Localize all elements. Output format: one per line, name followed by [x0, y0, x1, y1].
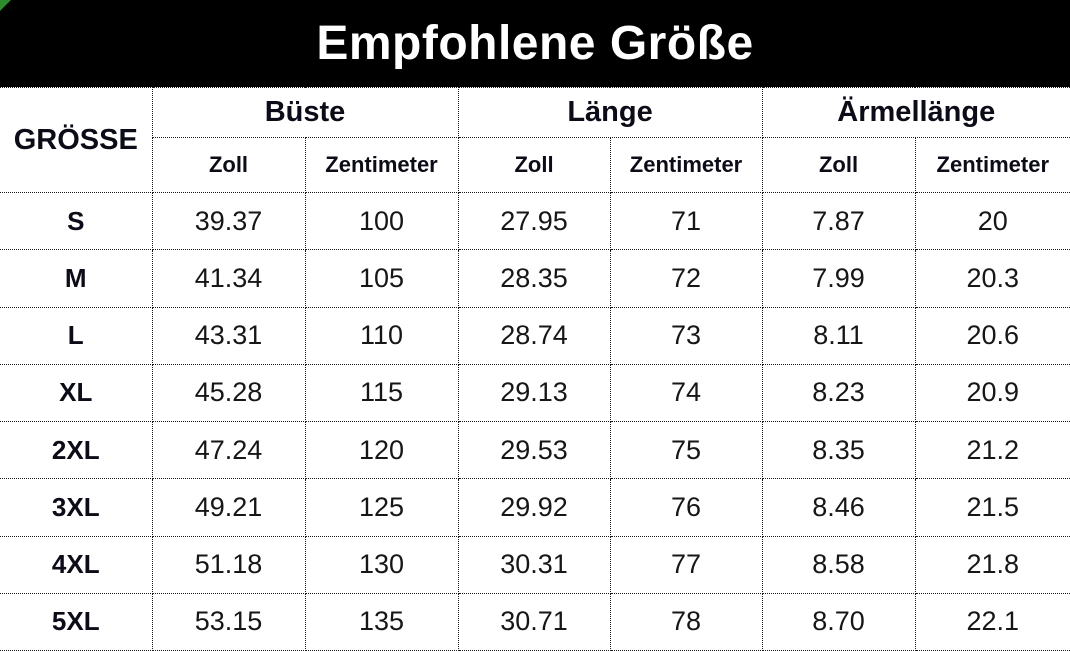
measurement-value: 7.87 — [761, 191, 916, 251]
table-row: 3XL 49.21 125 29.92 76 8.46 21.5 — [0, 478, 1070, 537]
measurement-value: 45.28 — [151, 363, 306, 423]
measurement-value: 49.21 — [151, 478, 306, 537]
measurement-value: 53.15 — [151, 592, 306, 651]
column-header-laenge-zentimeter: Zentimeter — [609, 137, 763, 193]
measurement-value: 39.37 — [151, 191, 306, 251]
sub-header-row: Zoll Zentimeter Zoll Zentimeter Zoll Zen… — [0, 137, 1070, 193]
measurement-value: 30.71 — [457, 592, 611, 651]
column-header-size: GRÖSSE — [0, 87, 153, 193]
size-label: S — [0, 191, 153, 251]
size-table: GRÖSSE Büste Länge Ärmellänge Zoll Zenti… — [0, 87, 1070, 651]
measurement-value: 135 — [304, 592, 459, 651]
measurement-value: 125 — [304, 478, 459, 537]
measurement-value: 8.11 — [761, 306, 916, 365]
measurement-value: 47.24 — [151, 420, 306, 480]
measurement-value: 30.31 — [457, 535, 611, 594]
measurement-value: 8.70 — [761, 592, 916, 651]
measurement-value: 29.13 — [457, 363, 611, 423]
measurement-value: 8.46 — [761, 478, 916, 537]
size-label: 4XL — [0, 535, 153, 594]
measurement-value: 75 — [609, 420, 763, 480]
size-label: 2XL — [0, 420, 153, 480]
measurement-value: 43.31 — [151, 306, 306, 365]
column-group-bueste: Büste — [151, 87, 459, 138]
group-header-row: GRÖSSE Büste Länge Ärmellänge — [0, 87, 1070, 193]
measurement-value: 21.8 — [914, 535, 1070, 594]
size-label: 3XL — [0, 478, 153, 537]
measurement-value: 73 — [609, 306, 763, 365]
column-header-aermellaenge-zoll: Zoll — [761, 137, 916, 193]
size-label: L — [0, 306, 153, 365]
corner-accent-triangle — [0, 0, 11, 11]
measurement-value: 76 — [609, 478, 763, 537]
size-label: 5XL — [0, 592, 153, 651]
measurement-value: 8.58 — [761, 535, 916, 594]
table-row: 2XL 47.24 120 29.53 75 8.35 21.2 — [0, 420, 1070, 480]
measurement-value: 22.1 — [914, 592, 1070, 651]
measurement-value: 29.92 — [457, 478, 611, 537]
measurement-value: 28.74 — [457, 306, 611, 365]
measurement-value: 20.9 — [914, 363, 1070, 423]
measurement-value: 27.95 — [457, 191, 611, 251]
measurement-value: 78 — [609, 592, 763, 651]
measurement-value: 105 — [304, 249, 459, 308]
table-row: XL 45.28 115 29.13 74 8.23 20.9 — [0, 363, 1070, 423]
measurement-value: 115 — [304, 363, 459, 423]
column-header-bueste-zentimeter: Zentimeter — [304, 137, 459, 193]
measurement-value: 7.99 — [761, 249, 916, 308]
measurement-value: 20 — [914, 191, 1070, 251]
measurement-value: 8.23 — [761, 363, 916, 423]
measurement-value: 41.34 — [151, 249, 306, 308]
measurement-value: 120 — [304, 420, 459, 480]
measurement-value: 74 — [609, 363, 763, 423]
measurement-value: 21.5 — [914, 478, 1070, 537]
table-row: 4XL 51.18 130 30.31 77 8.58 21.8 — [0, 535, 1070, 594]
column-group-laenge: Länge — [457, 87, 763, 138]
size-label: XL — [0, 363, 153, 423]
measurement-value: 21.2 — [914, 420, 1070, 480]
column-header-bueste-zoll: Zoll — [152, 137, 306, 193]
measurement-value: 110 — [304, 306, 459, 365]
measurement-value: 77 — [609, 535, 763, 594]
measurement-value: 100 — [304, 191, 459, 251]
page-title: Empfohlene Größe — [316, 17, 754, 70]
table-row: M 41.34 105 28.35 72 7.99 20.3 — [0, 249, 1070, 308]
title-banner: Empfohlene Größe — [0, 0, 1070, 87]
measurement-value: 51.18 — [151, 535, 306, 594]
measurement-value: 20.3 — [914, 249, 1070, 308]
table-row: S 39.37 100 27.95 71 7.87 20 — [0, 191, 1070, 251]
measurement-value: 72 — [609, 249, 763, 308]
measurement-value: 71 — [609, 191, 763, 251]
table-row: 5XL 53.15 135 30.71 78 8.70 22.1 — [0, 592, 1070, 651]
measurement-value: 20.6 — [914, 306, 1070, 365]
table-row: L 43.31 110 28.74 73 8.11 20.6 — [0, 306, 1070, 365]
size-label: M — [0, 249, 153, 308]
column-group-aermellaenge: Ärmellänge — [761, 87, 1070, 138]
column-header-laenge-zoll: Zoll — [457, 137, 611, 193]
column-header-aermellaenge-zentimeter: Zentimeter — [914, 137, 1070, 193]
measurement-value: 29.53 — [457, 420, 611, 480]
measurement-value: 8.35 — [761, 420, 916, 480]
measurement-value: 130 — [304, 535, 459, 594]
measurement-value: 28.35 — [457, 249, 611, 308]
